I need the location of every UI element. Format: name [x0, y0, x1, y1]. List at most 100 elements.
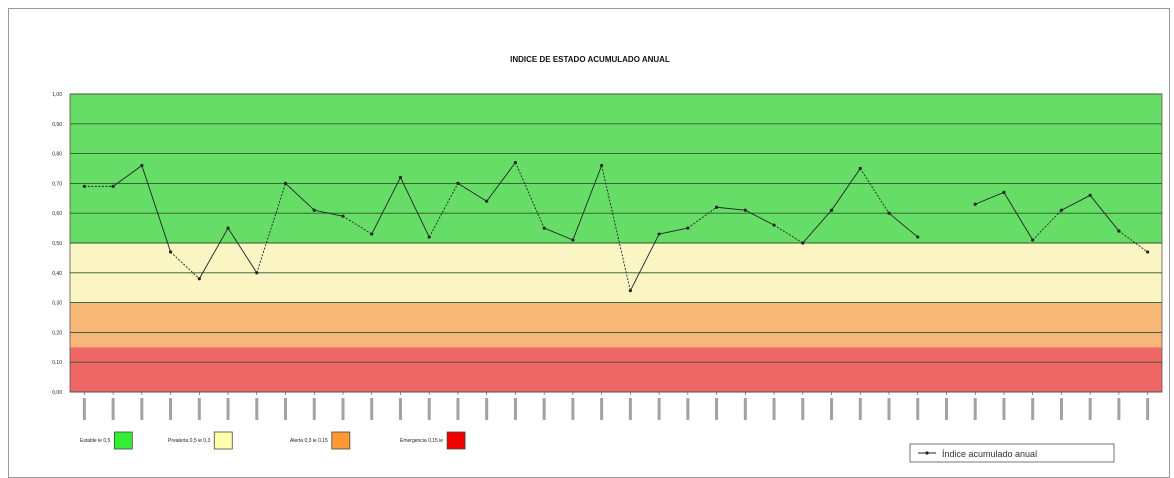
y-tick-label: 0,10	[52, 360, 62, 366]
series-segment	[572, 165, 603, 241]
x-tick-label	[226, 398, 230, 420]
x-tick-label	[944, 398, 948, 420]
series-segment	[601, 165, 631, 291]
data-point	[628, 289, 632, 293]
y-tick-label: 0,40	[52, 271, 62, 277]
band-0	[70, 94, 1162, 243]
y-tick-label: 0,00	[52, 390, 62, 396]
legend-label-1: Prealerta 0,5 ie 0,3	[168, 438, 210, 444]
x-tick-label	[1031, 398, 1035, 420]
series-segment	[486, 162, 516, 202]
series-segment	[141, 165, 172, 253]
series-segment	[1118, 230, 1148, 253]
data-point	[887, 211, 891, 215]
series-segment	[543, 227, 574, 241]
y-axis-ticks: 0,00 0,10 0,20 0,30 0,40 0,50 0,60 0,70 0,80 0,90…	[52, 92, 62, 396]
x-tick-label	[571, 398, 575, 420]
series-segment	[198, 227, 229, 279]
series-segment	[831, 168, 861, 211]
band-2	[70, 302, 1162, 348]
x-tick-label	[197, 398, 201, 420]
x-tick-label	[1146, 398, 1150, 420]
y-tick-label: 0,80	[52, 152, 62, 158]
data-point	[743, 208, 747, 212]
series-segment	[342, 215, 372, 235]
legend-label-3: Emergencia 0,15 ie	[400, 438, 443, 444]
data-point	[1059, 208, 1064, 212]
series-segment	[802, 209, 832, 244]
data-point	[312, 208, 316, 212]
x-tick-label	[686, 398, 690, 420]
series-segment	[888, 212, 919, 238]
data-point	[427, 235, 431, 239]
series-segment	[1089, 195, 1120, 232]
series-segment	[170, 251, 200, 280]
x-tick-label	[657, 398, 661, 420]
data-point	[571, 238, 575, 242]
data-point	[858, 166, 862, 171]
data-point	[1146, 250, 1150, 254]
data-point	[1117, 229, 1121, 233]
series-segment	[687, 206, 717, 229]
plot-border	[69, 93, 1163, 393]
legend-swatch-3	[446, 431, 466, 450]
y-tick-label: 0,60	[52, 211, 62, 217]
y-tick-label: 0,50	[52, 241, 62, 247]
data-point	[829, 208, 834, 212]
series-layer	[82, 160, 1150, 293]
data-point	[772, 223, 776, 227]
data-point	[657, 232, 661, 236]
x-tick-label	[600, 398, 604, 420]
data-point	[1031, 238, 1035, 242]
data-point	[226, 226, 230, 230]
x-axis-ticks	[82, 392, 1150, 420]
x-tick-label	[887, 398, 891, 420]
y-tick-label: 0,70	[52, 181, 62, 187]
data-point	[456, 181, 460, 185]
x-tick-label	[284, 398, 288, 420]
bands-legend: Estable ie 0,5 Prealerta 0,5 ie 0,3 Alerta…	[80, 431, 466, 450]
x-tick-label	[801, 398, 805, 420]
x-tick-label	[398, 398, 402, 420]
series-segment	[515, 162, 545, 229]
data-point	[513, 160, 518, 165]
x-tick-label	[772, 398, 776, 420]
data-point	[801, 241, 805, 245]
x-tick-label	[542, 398, 546, 420]
data-point	[255, 271, 259, 275]
x-tick-label	[140, 398, 144, 420]
x-tick-label	[513, 398, 517, 420]
series-segment	[112, 165, 143, 187]
x-tick-label	[427, 398, 431, 420]
data-point	[341, 214, 345, 218]
series-segment	[457, 183, 487, 202]
x-tick-label	[1117, 398, 1121, 420]
x-tick-label	[1088, 398, 1092, 420]
series-segment	[859, 168, 890, 214]
data-point	[542, 226, 546, 230]
data-point	[973, 202, 977, 206]
data-point	[1088, 193, 1092, 197]
y-tick-label: 0,30	[52, 301, 62, 307]
x-tick-label	[1002, 398, 1006, 420]
data-point	[168, 250, 173, 254]
x-tick-label	[82, 398, 86, 420]
x-tick-label	[485, 398, 489, 420]
gridlines	[69, 93, 1163, 393]
series-segment	[371, 177, 401, 235]
data-point	[398, 175, 403, 180]
x-tick-label	[255, 398, 259, 420]
y-tick-label: 1,00	[52, 92, 62, 98]
data-point	[714, 205, 719, 209]
series-segment	[428, 183, 459, 238]
x-tick-label	[916, 398, 920, 420]
series-segment	[659, 227, 688, 235]
series-segment	[400, 177, 430, 238]
data-point	[916, 235, 920, 239]
x-tick-label	[628, 398, 632, 420]
data-point	[1002, 190, 1006, 194]
series-legend-box	[909, 443, 1115, 463]
series-segment	[227, 227, 258, 274]
data-point	[370, 232, 374, 236]
